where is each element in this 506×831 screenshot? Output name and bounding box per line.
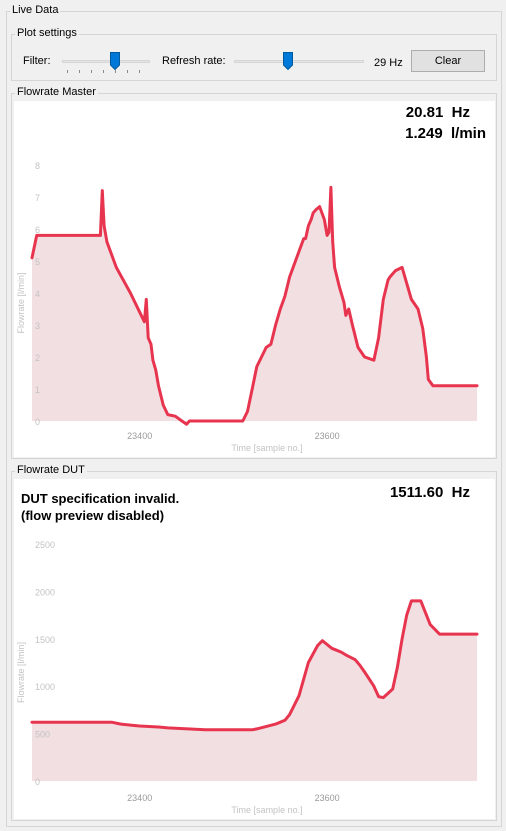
flowrate-dut-title: Flowrate DUT bbox=[15, 464, 87, 477]
dut-y-tick-label: 500 bbox=[35, 730, 50, 740]
filter-slider-track bbox=[62, 60, 150, 63]
flowrate-dut-group bbox=[11, 471, 497, 821]
master-y-tick-label: 3 bbox=[35, 321, 40, 331]
master-series-line bbox=[30, 185, 479, 426]
filter-slider-thumb[interactable] bbox=[110, 52, 121, 71]
flowrate-master-group bbox=[11, 93, 497, 459]
master-series-area bbox=[32, 187, 477, 425]
dut-y-tick-label: 0 bbox=[35, 777, 40, 787]
dut-y-tick-label: 1000 bbox=[35, 682, 55, 692]
dut-preview-disabled-message: (flow preview disabled) bbox=[21, 508, 165, 523]
dut-y-tick-label: 2500 bbox=[35, 540, 55, 550]
dut-x-tick-label: 23400 bbox=[127, 793, 152, 803]
master-plot-area: 0 1 2 3 4 5 6 7 8 23400 23600 Time [sample no.] Flow… bbox=[14, 101, 495, 457]
clear-button[interactable]: Clear bbox=[411, 50, 485, 72]
live-data-group bbox=[6, 11, 502, 827]
master-y-tick-label: 6 bbox=[35, 225, 40, 235]
dut-x-axis-label: Time [sample no.] bbox=[231, 805, 302, 815]
filter-label: Filter: bbox=[23, 55, 51, 67]
master-flow-readout: 1.249 l/min bbox=[405, 125, 486, 142]
refresh-rate-slider[interactable] bbox=[234, 52, 364, 72]
master-x-tick-label: 23600 bbox=[315, 431, 340, 441]
dut-y-axis-label: Flowrate [l/min] bbox=[16, 642, 26, 703]
flowrate-master-title: Flowrate Master bbox=[15, 86, 98, 99]
dut-plot-area: 0 500 1000 1500 2000 2500 23400 23600 Time [samp… bbox=[14, 479, 495, 819]
filter-slider-ticks bbox=[62, 70, 150, 74]
dut-series-line bbox=[30, 599, 479, 732]
master-y-tick-label: 1 bbox=[35, 385, 40, 395]
dut-invalid-message: DUT specification invalid. bbox=[21, 491, 180, 506]
master-y-tick-label: 4 bbox=[35, 289, 40, 299]
master-y-tick-label: 0 bbox=[35, 417, 40, 427]
dut-series-area bbox=[32, 600, 477, 781]
refresh-rate-label: Refresh rate: bbox=[162, 55, 226, 67]
plot-settings-title: Plot settings bbox=[15, 27, 79, 40]
dut-frequency-readout: 1511.60 Hz bbox=[389, 484, 470, 501]
master-frequency-readout: 20.81 Hz bbox=[405, 104, 470, 121]
refresh-rate-value: 29 Hz bbox=[374, 57, 403, 69]
live-data-title: Live Data bbox=[10, 4, 61, 17]
master-y-axis-label: Flowrate [l/min] bbox=[16, 272, 26, 333]
dut-y-tick-label: 1500 bbox=[35, 635, 55, 645]
plot-settings-group bbox=[11, 34, 497, 81]
master-y-tick-label: 7 bbox=[35, 193, 40, 203]
master-y-tick-label: 5 bbox=[35, 257, 40, 267]
filter-slider[interactable] bbox=[62, 52, 150, 74]
dut-x-tick-label: 23600 bbox=[315, 793, 340, 803]
refresh-rate-slider-thumb[interactable] bbox=[283, 52, 294, 71]
master-y-tick-label: 2 bbox=[35, 353, 40, 363]
master-y-tick-label: 8 bbox=[35, 161, 40, 171]
dut-flow-chart: 0 500 1000 1500 2000 2500 23400 23600 Time [samp… bbox=[16, 540, 479, 815]
master-x-axis-label: Time [sample no.] bbox=[231, 443, 302, 453]
master-x-tick-label: 23400 bbox=[127, 431, 152, 441]
master-flow-chart: 0 1 2 3 4 5 6 7 8 23400 23600 Time [sample no.] Flow… bbox=[16, 161, 479, 453]
dut-y-tick-label: 2000 bbox=[35, 587, 55, 597]
refresh-rate-slider-track bbox=[234, 60, 364, 63]
